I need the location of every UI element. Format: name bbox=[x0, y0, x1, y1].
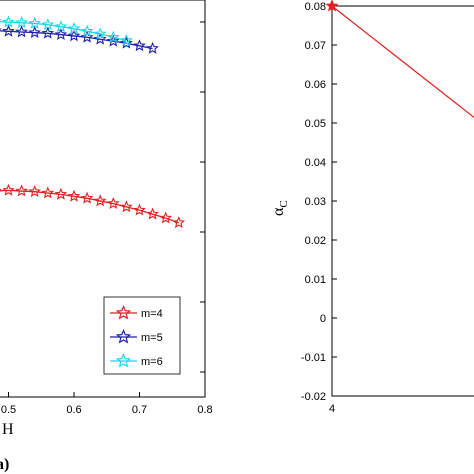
left-x-tick-label: 0.6 bbox=[66, 404, 81, 416]
data-point-star bbox=[325, 0, 339, 12]
right-y-tick-label: -0.01 bbox=[301, 352, 326, 364]
right-y-tick-label: 0.02 bbox=[305, 235, 326, 247]
series-line bbox=[331, 5, 474, 119]
data-point-star bbox=[41, 26, 55, 39]
series-m-5 bbox=[0, 24, 159, 54]
data-point-star bbox=[2, 183, 15, 196]
data-point-star bbox=[106, 30, 120, 43]
right-y-tick-label: 0.07 bbox=[305, 40, 326, 52]
left-panel: 0.5 0.6 0.7 0.8 H a) m=4 m=5 m=6 bbox=[0, 0, 213, 473]
series-line bbox=[0, 189, 180, 224]
data-point-star bbox=[54, 187, 68, 200]
data-point-star bbox=[41, 18, 55, 31]
left-x-tick-label: 0.5 bbox=[1, 404, 16, 416]
right-axes-frame bbox=[331, 5, 474, 397]
right-y-axis-label-subscript: C bbox=[278, 200, 290, 207]
data-point-star bbox=[28, 16, 42, 29]
legend: m=4 m=5 m=6 bbox=[103, 296, 181, 375]
data-point-star bbox=[67, 189, 81, 202]
right-x-ticks: 4 bbox=[329, 391, 335, 415]
data-point-star bbox=[159, 211, 173, 224]
right-y-tick-label: 0.08 bbox=[305, 1, 326, 13]
right-y-axis-label: αC bbox=[270, 200, 290, 216]
data-point-star bbox=[120, 33, 133, 46]
data-point-star bbox=[67, 22, 81, 35]
legend-entry: m=6 bbox=[141, 356, 163, 368]
right-y-tick-label: 0.05 bbox=[305, 118, 326, 130]
right-x-tick-label: 4 bbox=[329, 403, 335, 415]
data-point-star bbox=[28, 185, 42, 198]
data-point-star bbox=[15, 16, 28, 29]
data-point-star bbox=[93, 194, 107, 207]
right-y-tick-label: -0.02 bbox=[301, 391, 326, 403]
data-point-star bbox=[41, 186, 55, 199]
right-y-tick-label: 0.03 bbox=[305, 196, 326, 208]
right-y-tick-label: 0.06 bbox=[305, 79, 326, 91]
left-x-tick-label: 0.8 bbox=[197, 404, 212, 416]
series-line bbox=[0, 21, 127, 42]
right-y-tick-label: 0.04 bbox=[305, 157, 326, 169]
data-point-star bbox=[120, 36, 133, 49]
legend-entry: m=4 bbox=[141, 308, 163, 320]
data-point-star bbox=[146, 207, 159, 220]
data-point-star bbox=[120, 200, 133, 213]
series-m-4 bbox=[0, 183, 186, 229]
data-point-star bbox=[80, 30, 94, 43]
data-point-star bbox=[106, 34, 120, 47]
data-point-star bbox=[106, 196, 120, 209]
right-series-group bbox=[325, 0, 474, 119]
data-point-star bbox=[2, 15, 15, 28]
left-axes-frame bbox=[0, 0, 206, 398]
data-point-star bbox=[28, 26, 42, 39]
right-y-tick-label: 0 bbox=[320, 313, 326, 325]
data-point-star bbox=[54, 27, 68, 40]
right-panel: 0.08 0.07 0.06 0.05 0.04 0.03 0.02 0.01 0 -0.01 -0… bbox=[270, 0, 474, 415]
left-x-ticks: 0.5 0.6 0.7 0.8 bbox=[1, 21, 213, 416]
legend-star bbox=[115, 304, 132, 320]
data-point-star bbox=[133, 203, 146, 216]
series-line bbox=[0, 30, 153, 50]
data-point-star bbox=[15, 184, 28, 197]
right-series bbox=[325, 0, 474, 119]
series-m-6 bbox=[0, 15, 133, 46]
data-point-star bbox=[2, 24, 15, 37]
legend-entry: m=5 bbox=[141, 332, 163, 344]
data-point-star bbox=[172, 216, 186, 229]
left-series-group bbox=[0, 15, 186, 229]
data-point-star bbox=[93, 27, 107, 40]
legend-star bbox=[115, 328, 132, 344]
data-point-star bbox=[133, 39, 146, 52]
right-y-ticks: 0.08 0.07 0.06 0.05 0.04 0.03 0.02 0.01 0 -0.01 -0… bbox=[301, 1, 337, 403]
data-point-star bbox=[93, 32, 107, 45]
data-point-star bbox=[54, 20, 68, 33]
right-y-tick-label: 0.01 bbox=[305, 274, 326, 286]
left-x-tick-label: 0.7 bbox=[132, 404, 147, 416]
data-point-star bbox=[80, 24, 94, 37]
data-point-star bbox=[67, 29, 81, 42]
left-x-axis-label: H bbox=[2, 421, 14, 438]
data-point-star bbox=[15, 25, 28, 38]
legend-star bbox=[115, 352, 132, 368]
data-point-star bbox=[80, 191, 94, 204]
data-point-star bbox=[146, 41, 159, 54]
panel-label: a) bbox=[0, 456, 9, 473]
